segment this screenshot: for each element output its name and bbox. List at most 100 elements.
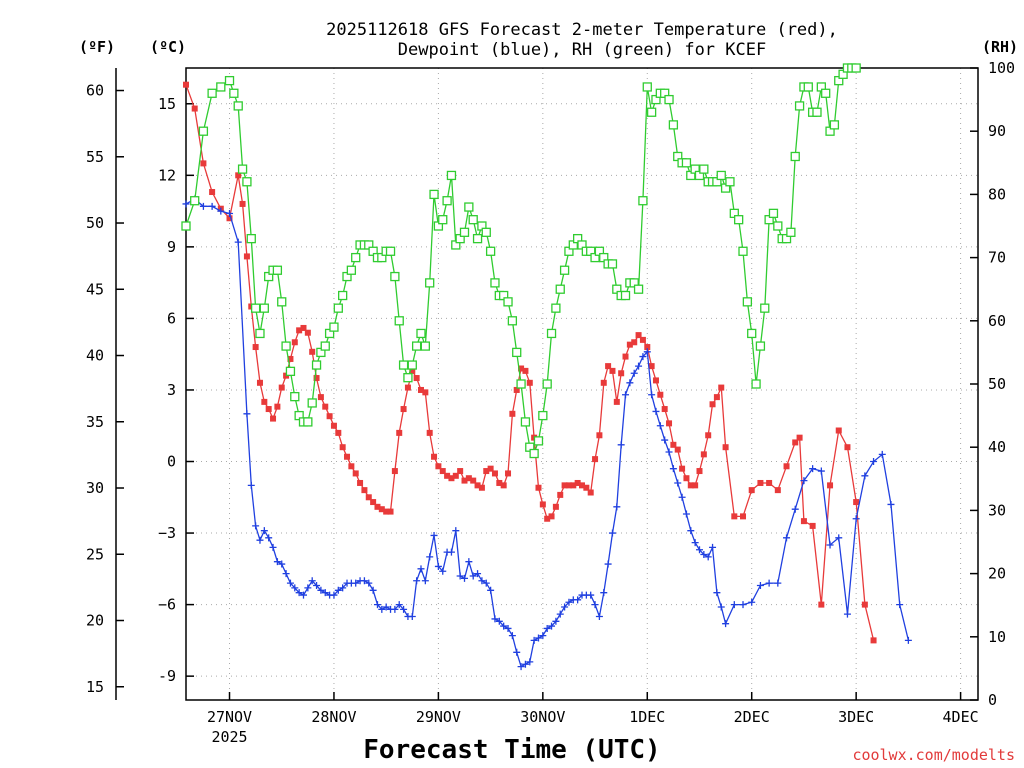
temperature-point bbox=[700, 451, 707, 458]
dewpoint-point bbox=[622, 391, 630, 399]
rh-point bbox=[742, 297, 753, 307]
dewpoint-point bbox=[447, 548, 455, 556]
rh-point bbox=[829, 120, 840, 130]
rh-point bbox=[633, 284, 644, 294]
dewpoint-point bbox=[373, 601, 381, 609]
data-series bbox=[181, 63, 912, 671]
temperature-point bbox=[565, 482, 572, 489]
temperature-point bbox=[539, 501, 546, 508]
dewpoint-point bbox=[234, 238, 242, 246]
dewpoint-point bbox=[456, 572, 464, 580]
fahrenheit-tick-label: 45 bbox=[86, 280, 104, 298]
dewpoint-point bbox=[226, 209, 234, 217]
axes: 15202530354045505560-9−6−303691215010203… bbox=[86, 59, 1015, 746]
rh-point bbox=[512, 347, 522, 358]
rh-point bbox=[468, 215, 478, 225]
celsius-tick-label: 12 bbox=[158, 166, 176, 184]
celsius-tick-label: 6 bbox=[167, 309, 176, 327]
temperature-point bbox=[631, 339, 638, 346]
temperature-point bbox=[835, 427, 842, 434]
temperature-point bbox=[409, 367, 416, 374]
temperature-point bbox=[374, 503, 381, 510]
dewpoint-point bbox=[282, 570, 290, 578]
celsius-tick-label: 9 bbox=[167, 238, 176, 256]
temperature-point bbox=[809, 522, 816, 529]
dewpoint-point bbox=[417, 565, 425, 573]
temperature-point bbox=[239, 200, 246, 207]
x-tick-label: 28NOV bbox=[311, 708, 356, 726]
rh-point bbox=[821, 88, 831, 98]
dewpoint-point bbox=[256, 536, 264, 544]
dewpoint-point bbox=[904, 636, 912, 644]
rh-point bbox=[346, 265, 357, 275]
dewpoint-point bbox=[317, 586, 325, 594]
temperature-point bbox=[326, 413, 333, 420]
dewpoint-point bbox=[513, 648, 521, 656]
temperature-point bbox=[491, 470, 498, 477]
dewpoint-point bbox=[617, 441, 625, 449]
temperature-point bbox=[674, 446, 681, 453]
temperature-point bbox=[243, 253, 250, 260]
celsius-unit-label: (ºC) bbox=[150, 38, 186, 56]
dewpoint-point bbox=[269, 543, 277, 551]
dewpoint-point bbox=[278, 560, 286, 568]
temperature-point bbox=[387, 508, 394, 515]
rh-point bbox=[259, 303, 269, 313]
dewpoint-point bbox=[870, 458, 878, 466]
dewpoint-point bbox=[678, 493, 686, 501]
temperature-point bbox=[648, 363, 655, 370]
rh-point bbox=[485, 246, 496, 256]
temperature-point bbox=[796, 434, 803, 441]
temperature-point bbox=[417, 386, 424, 393]
dewpoint-point bbox=[260, 527, 268, 535]
dewpoint-point bbox=[604, 560, 612, 568]
rh-point bbox=[555, 284, 565, 294]
dewpoint-point bbox=[408, 613, 416, 621]
temperature-point bbox=[766, 479, 773, 486]
rh-point bbox=[407, 360, 417, 370]
temperature-point bbox=[444, 472, 451, 479]
temperature-point bbox=[861, 601, 868, 608]
dewpoint-point bbox=[700, 551, 708, 559]
rh-point bbox=[438, 215, 448, 225]
temperature-point bbox=[400, 406, 407, 413]
temperature-point bbox=[818, 601, 825, 608]
temperature-point bbox=[339, 444, 346, 451]
dewpoint-point bbox=[861, 472, 869, 480]
rh-point bbox=[760, 303, 770, 313]
dewpoint-point bbox=[539, 632, 547, 640]
rh-point bbox=[242, 177, 252, 187]
dewpoint-point bbox=[199, 202, 207, 210]
temperature-point bbox=[783, 463, 790, 470]
temperature-point bbox=[718, 384, 725, 391]
temperature-point bbox=[322, 403, 329, 410]
rh-tick-label: 0 bbox=[988, 691, 997, 709]
credit-label: coolwx.com/modelts bbox=[852, 746, 1015, 764]
temperature-point bbox=[291, 339, 298, 346]
temperature-point bbox=[622, 353, 629, 360]
x-tick-label: 3DEC bbox=[838, 708, 874, 726]
rh-point bbox=[411, 341, 422, 351]
temperature-point bbox=[583, 484, 590, 491]
dewpoint-point bbox=[608, 529, 616, 537]
rh-point bbox=[224, 75, 235, 86]
rh-point bbox=[738, 246, 748, 256]
temperature-point bbox=[844, 444, 851, 451]
rh-point bbox=[459, 227, 470, 237]
temperature-point bbox=[853, 499, 860, 506]
temperature-series bbox=[183, 81, 877, 644]
rh-point bbox=[642, 82, 652, 92]
dewpoint-point bbox=[635, 362, 643, 370]
dewpoint-point bbox=[665, 448, 673, 456]
temperature-point bbox=[740, 513, 747, 520]
temperature-point bbox=[548, 513, 555, 520]
celsius-tick-label: −6 bbox=[158, 596, 176, 614]
temperature-point bbox=[309, 348, 316, 355]
dewpoint-point bbox=[491, 615, 499, 623]
temperature-point bbox=[261, 398, 268, 405]
temperature-point bbox=[352, 470, 359, 477]
celsius-tick-label: −3 bbox=[158, 524, 176, 542]
rh-point bbox=[307, 398, 317, 408]
rh-point bbox=[794, 101, 805, 111]
temperature-point bbox=[474, 482, 481, 489]
